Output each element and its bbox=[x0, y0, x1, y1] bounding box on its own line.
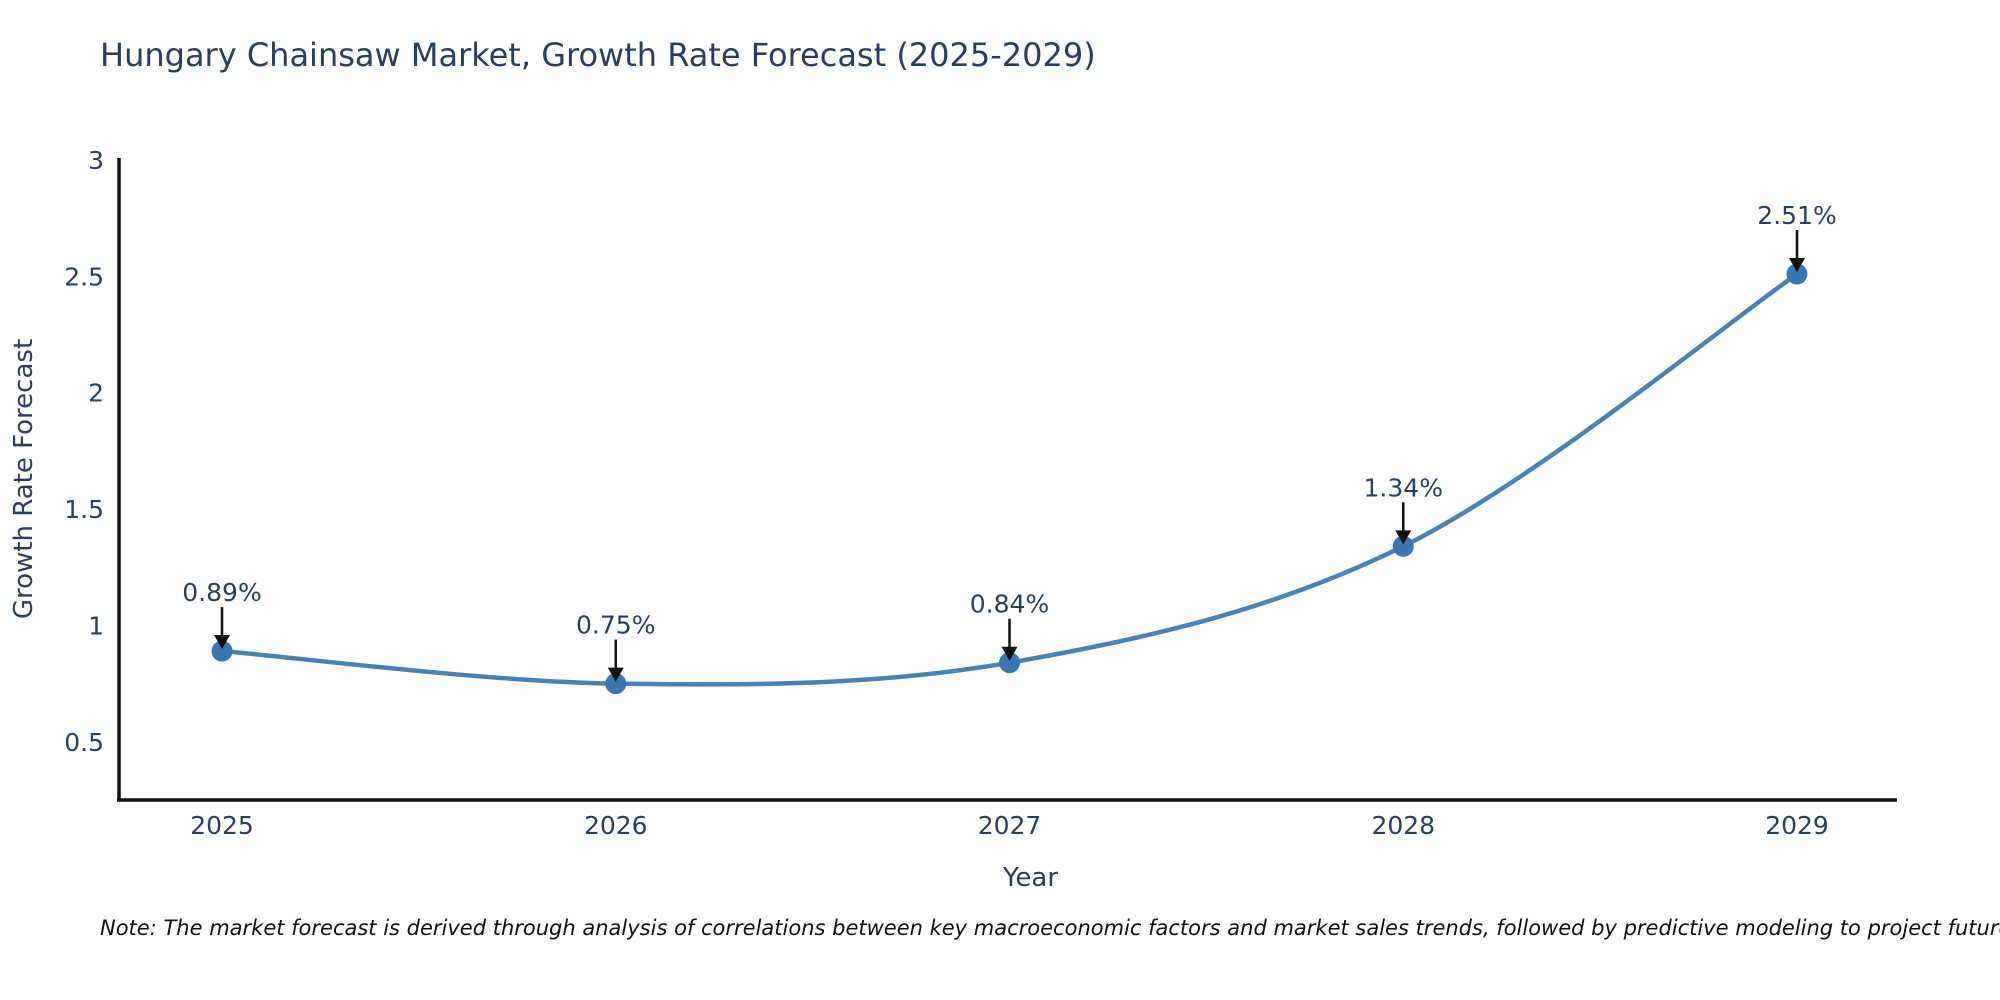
data-label: 1.34% bbox=[1364, 473, 1443, 502]
y-axis-title: Growth Rate Forecast bbox=[9, 339, 39, 619]
data-point-2028[interactable] bbox=[1392, 535, 1414, 557]
x-tick-label: 2029 bbox=[1765, 811, 1829, 840]
chart-footnote: Note: The market forecast is derived thr… bbox=[100, 916, 2000, 940]
y-tick-label: 2.5 bbox=[64, 262, 104, 291]
annotation-arrowhead bbox=[1395, 530, 1412, 545]
y-tick-label: 1.5 bbox=[64, 495, 104, 524]
x-tick-label: 2025 bbox=[190, 811, 254, 840]
x-tick-label: 2026 bbox=[584, 811, 648, 840]
x-tick-label: 2028 bbox=[1371, 811, 1435, 840]
data-point-2029[interactable] bbox=[1786, 263, 1808, 285]
data-label: 2.51% bbox=[1757, 201, 1836, 230]
annotation-arrowhead bbox=[607, 667, 624, 682]
annotation-arrowhead bbox=[214, 635, 230, 650]
data-label: 0.75% bbox=[576, 611, 655, 640]
x-axis-title: Year bbox=[1002, 863, 1058, 893]
y-tick-label: 0.5 bbox=[64, 728, 104, 757]
chart-title: Hungary Chainsaw Market, Growth Rate For… bbox=[100, 36, 1096, 74]
data-label: 0.89% bbox=[182, 578, 261, 607]
y-tick-label: 1 bbox=[88, 611, 104, 640]
data-label: 0.84% bbox=[970, 590, 1049, 619]
data-point-2026[interactable] bbox=[605, 673, 627, 695]
annotation-arrowhead bbox=[1789, 258, 1805, 273]
y-tick-label: 2 bbox=[88, 379, 104, 408]
data-point-2025[interactable] bbox=[211, 640, 233, 662]
y-tick-label: 3 bbox=[88, 146, 104, 175]
data-point-2027[interactable] bbox=[999, 652, 1020, 674]
annotation-arrowhead bbox=[1001, 646, 1018, 661]
x-tick-label: 2027 bbox=[978, 811, 1042, 840]
